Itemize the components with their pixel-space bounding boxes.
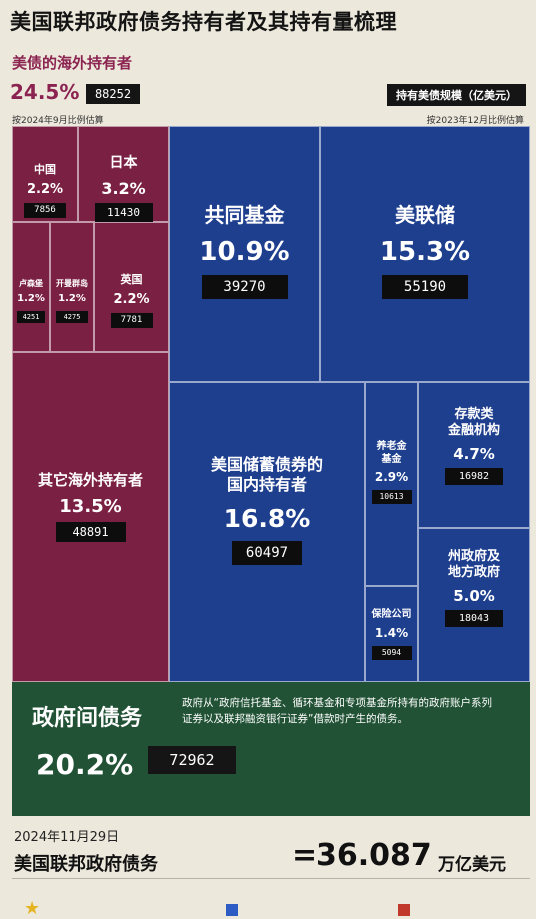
- total-unit: 万亿美元: [438, 855, 506, 875]
- tile-value: 7856: [24, 202, 66, 218]
- total-equals: =: [292, 838, 318, 873]
- tile-pct: 15.3%: [379, 237, 471, 267]
- tile-name: 英国: [120, 273, 143, 286]
- tile-name: 中国: [34, 163, 56, 176]
- tile-pct: 13.5%: [59, 495, 122, 517]
- tile-name: 共同基金: [204, 203, 285, 227]
- tile-name: 存款类 金融机构: [447, 407, 500, 439]
- tile-cayman: 开曼群岛 1.2% 4275: [50, 222, 94, 352]
- tile-uk: 英国 2.2% 7781: [94, 222, 169, 352]
- tile-value: 60497: [232, 541, 302, 565]
- total-value: 36.087: [316, 838, 432, 873]
- tile-savings-bonds: 美国储蓄债券的 国内持有者 16.8% 60497: [169, 382, 365, 682]
- page-title: 美国联邦政府债务持有者及其持有量梳理: [10, 10, 397, 34]
- tile-value: 5094: [371, 645, 412, 660]
- foreign-holders-pct: 24.5%: [10, 80, 80, 104]
- tile-name: 政府间债务: [32, 706, 143, 731]
- tile-pct: 16.8%: [223, 504, 311, 533]
- scale-label: 持有美债规模（亿美元）: [387, 84, 526, 106]
- tile-pension-funds: 养老金 基金 2.9% 10613: [365, 382, 418, 586]
- treemap-chart: 中国 2.2% 7856 日本 3.2% 11430 卢森堡 1.2% 4251 开曼群岛 1.2%…: [12, 126, 530, 682]
- tile-value: 16982: [445, 467, 503, 485]
- tile-name: 日本: [109, 155, 138, 171]
- intragovernmental-tile: 政府间债务 政府从“政府信托基金、循环基金和专项基金所持有的政府账户系列证券以及…: [12, 682, 530, 816]
- tile-value: 4275: [56, 311, 88, 323]
- star-icon: ★: [24, 898, 41, 919]
- foreign-holders-value: 88252: [86, 84, 140, 104]
- tile-mutual-funds: 共同基金 10.9% 39270: [169, 126, 320, 382]
- tile-name: 美国储蓄债券的 国内持有者: [210, 455, 323, 494]
- total-label: 美国联邦政府债务: [14, 854, 158, 875]
- tile-pct: 10.9%: [199, 237, 290, 267]
- tile-value: 4251: [17, 311, 45, 323]
- tile-fed: 美联储 15.3% 55190: [320, 126, 530, 382]
- tile-pct: 1.2%: [17, 293, 45, 304]
- intragovernmental-description: 政府从“政府信托基金、循环基金和专项基金所持有的政府账户系列证券以及联邦融资银行…: [182, 697, 492, 726]
- tile-name: 保险公司: [371, 609, 412, 620]
- tile-luxembourg: 卢森堡 1.2% 4251: [12, 222, 50, 352]
- tile-name: 美联储: [395, 203, 455, 227]
- tile-value: 10613: [371, 490, 412, 504]
- tile-value: 55190: [382, 275, 468, 299]
- tile-name: 其它海外持有者: [37, 471, 143, 489]
- legend: ★: [0, 896, 536, 919]
- domestic-estimate-note: 按2023年12月比例估算: [426, 116, 524, 126]
- tile-pct: 1.4%: [374, 625, 409, 640]
- legend-swatch-domestic: [226, 904, 238, 916]
- tile-pct: 3.2%: [101, 178, 146, 198]
- tile-pct: 1.2%: [58, 293, 86, 304]
- tile-name: 州政府及 地方政府: [447, 549, 500, 581]
- tile-value: 18043: [445, 609, 503, 627]
- legend-swatch-foreign: [398, 904, 410, 916]
- tile-depository: 存款类 金融机构 4.7% 16982: [418, 382, 530, 528]
- foreign-holders-title: 美债的海外持有者: [12, 54, 133, 72]
- foreign-estimate-note: 按2024年9月比例估算: [12, 116, 104, 126]
- tile-value: 11430: [94, 202, 153, 222]
- tile-value: 48891: [55, 521, 126, 542]
- tile-other-foreign: 其它海外持有者 13.5% 48891: [12, 352, 169, 682]
- tile-insurance: 保险公司 1.4% 5094: [365, 586, 418, 682]
- tile-value: 39270: [201, 275, 288, 299]
- tile-name: 卢森堡: [19, 279, 43, 288]
- tile-state-local: 州政府及 地方政府 5.0% 18043: [418, 528, 530, 682]
- tile-name: 开曼群岛: [56, 279, 88, 288]
- divider: [12, 878, 530, 879]
- tile-japan: 日本 3.2% 11430: [78, 126, 169, 222]
- tile-pct: 2.2%: [113, 291, 150, 307]
- tile-pct: 2.9%: [374, 470, 409, 484]
- tile-pct: 5.0%: [453, 586, 495, 605]
- date-label: 2024年11月29日: [14, 830, 120, 845]
- tile-pct: 2.2%: [26, 181, 64, 197]
- tile-pct: 20.2%: [36, 748, 134, 781]
- tile-value: 72962: [148, 746, 236, 774]
- tile-pct: 4.7%: [453, 444, 495, 463]
- tile-name: 养老金 基金: [376, 441, 407, 465]
- tile-china: 中国 2.2% 7856: [12, 126, 78, 222]
- tile-value: 7781: [110, 312, 153, 328]
